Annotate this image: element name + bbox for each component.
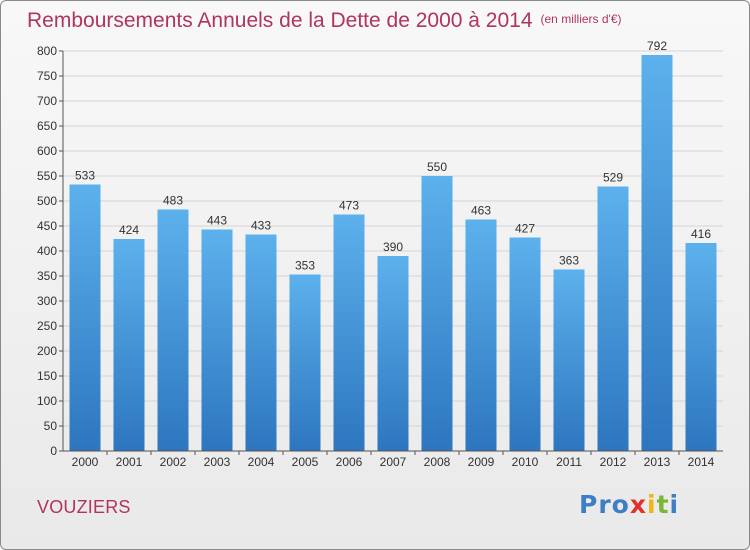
logo-letter: o [611, 490, 630, 519]
x-tick-label-2014: 2014 [688, 455, 715, 469]
bar-2008[interactable] [421, 176, 453, 451]
data-label-2003: 443 [207, 214, 227, 228]
logo-letter: i [647, 490, 657, 519]
x-tick-label-2006: 2006 [336, 455, 363, 469]
bar-2001[interactable] [113, 239, 145, 451]
y-tick-label: 50 [44, 419, 58, 433]
data-label-2010: 427 [515, 222, 535, 236]
x-tick-label-2011: 2011 [556, 455, 582, 469]
y-tick-label: 200 [37, 344, 57, 358]
logo-letter: r [598, 490, 612, 519]
bars [69, 55, 717, 452]
chart-title-text: Remboursements Annuels de la Dette de 20… [27, 9, 533, 32]
y-tick-label: 350 [37, 269, 57, 283]
logo-letter: x [629, 490, 647, 519]
bar-2003[interactable] [201, 229, 233, 452]
y-tick-label: 400 [37, 244, 57, 258]
bar-2010[interactable] [509, 237, 541, 452]
x-tick-label-2010: 2010 [512, 455, 539, 469]
x-tick-label-2009: 2009 [468, 455, 495, 469]
bar-2009[interactable] [465, 219, 497, 452]
bar-2013[interactable] [641, 55, 673, 451]
data-label-2005: 353 [295, 259, 315, 273]
y-tick-label: 300 [37, 294, 57, 308]
bar-2011[interactable] [553, 269, 585, 452]
location-label: VOUZIERS [37, 497, 131, 517]
data-label-2001: 424 [119, 223, 139, 237]
bar-2014[interactable] [685, 243, 717, 451]
logo-letter: P [579, 490, 599, 519]
x-tick-label-2007: 2007 [380, 455, 407, 469]
y-tick-label: 800 [37, 44, 57, 58]
y-tick-label: 550 [37, 169, 57, 183]
y-tick-label: 150 [37, 369, 57, 383]
x-tick-label-2013: 2013 [644, 455, 671, 469]
y-tick-label: 0 [50, 444, 57, 458]
data-label-2011: 363 [559, 254, 579, 268]
data-label-2006: 473 [339, 199, 359, 213]
y-tick-label: 500 [37, 194, 57, 208]
x-tick-label-2003: 2003 [204, 455, 231, 469]
y-tick-label: 750 [37, 69, 57, 83]
data-label-2002: 483 [163, 194, 183, 208]
data-label-2000: 533 [75, 169, 95, 183]
x-axis: 2000 2001 2002 2003 2004 2005 2006 2007 2008 2009… [63, 450, 723, 469]
x-tick-label-2012: 2012 [600, 455, 627, 469]
x-tick-label-2008: 2008 [424, 455, 451, 469]
chart-title: Remboursements Annuels de la Dette de 20… [27, 9, 622, 33]
x-tick-label-2000: 2000 [72, 455, 99, 469]
x-tick-label-2005: 2005 [292, 455, 319, 469]
y-tick-label: 650 [37, 119, 57, 133]
bar-2004[interactable] [245, 234, 277, 452]
data-label-2013: 792 [647, 39, 667, 53]
data-label-2009: 463 [471, 204, 491, 218]
bar-2012[interactable] [597, 186, 629, 452]
data-label-2014: 416 [691, 227, 711, 241]
bar-2000[interactable] [69, 184, 101, 452]
logo-letter: t [656, 490, 670, 519]
bar-2007[interactable] [377, 256, 409, 451]
proxiti-logo[interactable]: Proxiti [579, 490, 679, 519]
y-tick-label: 700 [37, 94, 57, 108]
x-tick-label-2002: 2002 [160, 455, 187, 469]
y-tick-label: 250 [37, 319, 57, 333]
data-label-2012: 529 [603, 171, 623, 185]
data-labels: 533 424 483 443 433 353 473 390 550 463 427 363 529 7… [75, 39, 711, 273]
data-label-2007: 390 [383, 240, 403, 254]
data-label-2004: 433 [251, 219, 271, 233]
y-tick-label: 600 [37, 144, 57, 158]
chart-unit-label: (en milliers d'€) [540, 12, 622, 26]
y-tick-label: 100 [37, 394, 57, 408]
y-axis: 0 50 100 150 200 250 300 350 400 450 500 550 600 650 7… [37, 44, 64, 458]
bar-2005[interactable] [289, 274, 321, 452]
bar-2006[interactable] [333, 214, 365, 452]
bar-2002[interactable] [157, 209, 189, 452]
y-tick-label: 450 [37, 219, 57, 233]
x-tick-label-2004: 2004 [248, 455, 275, 469]
x-tick-label-2001: 2001 [116, 455, 143, 469]
logo-letter: i [669, 490, 680, 519]
data-label-2008: 550 [427, 160, 447, 174]
